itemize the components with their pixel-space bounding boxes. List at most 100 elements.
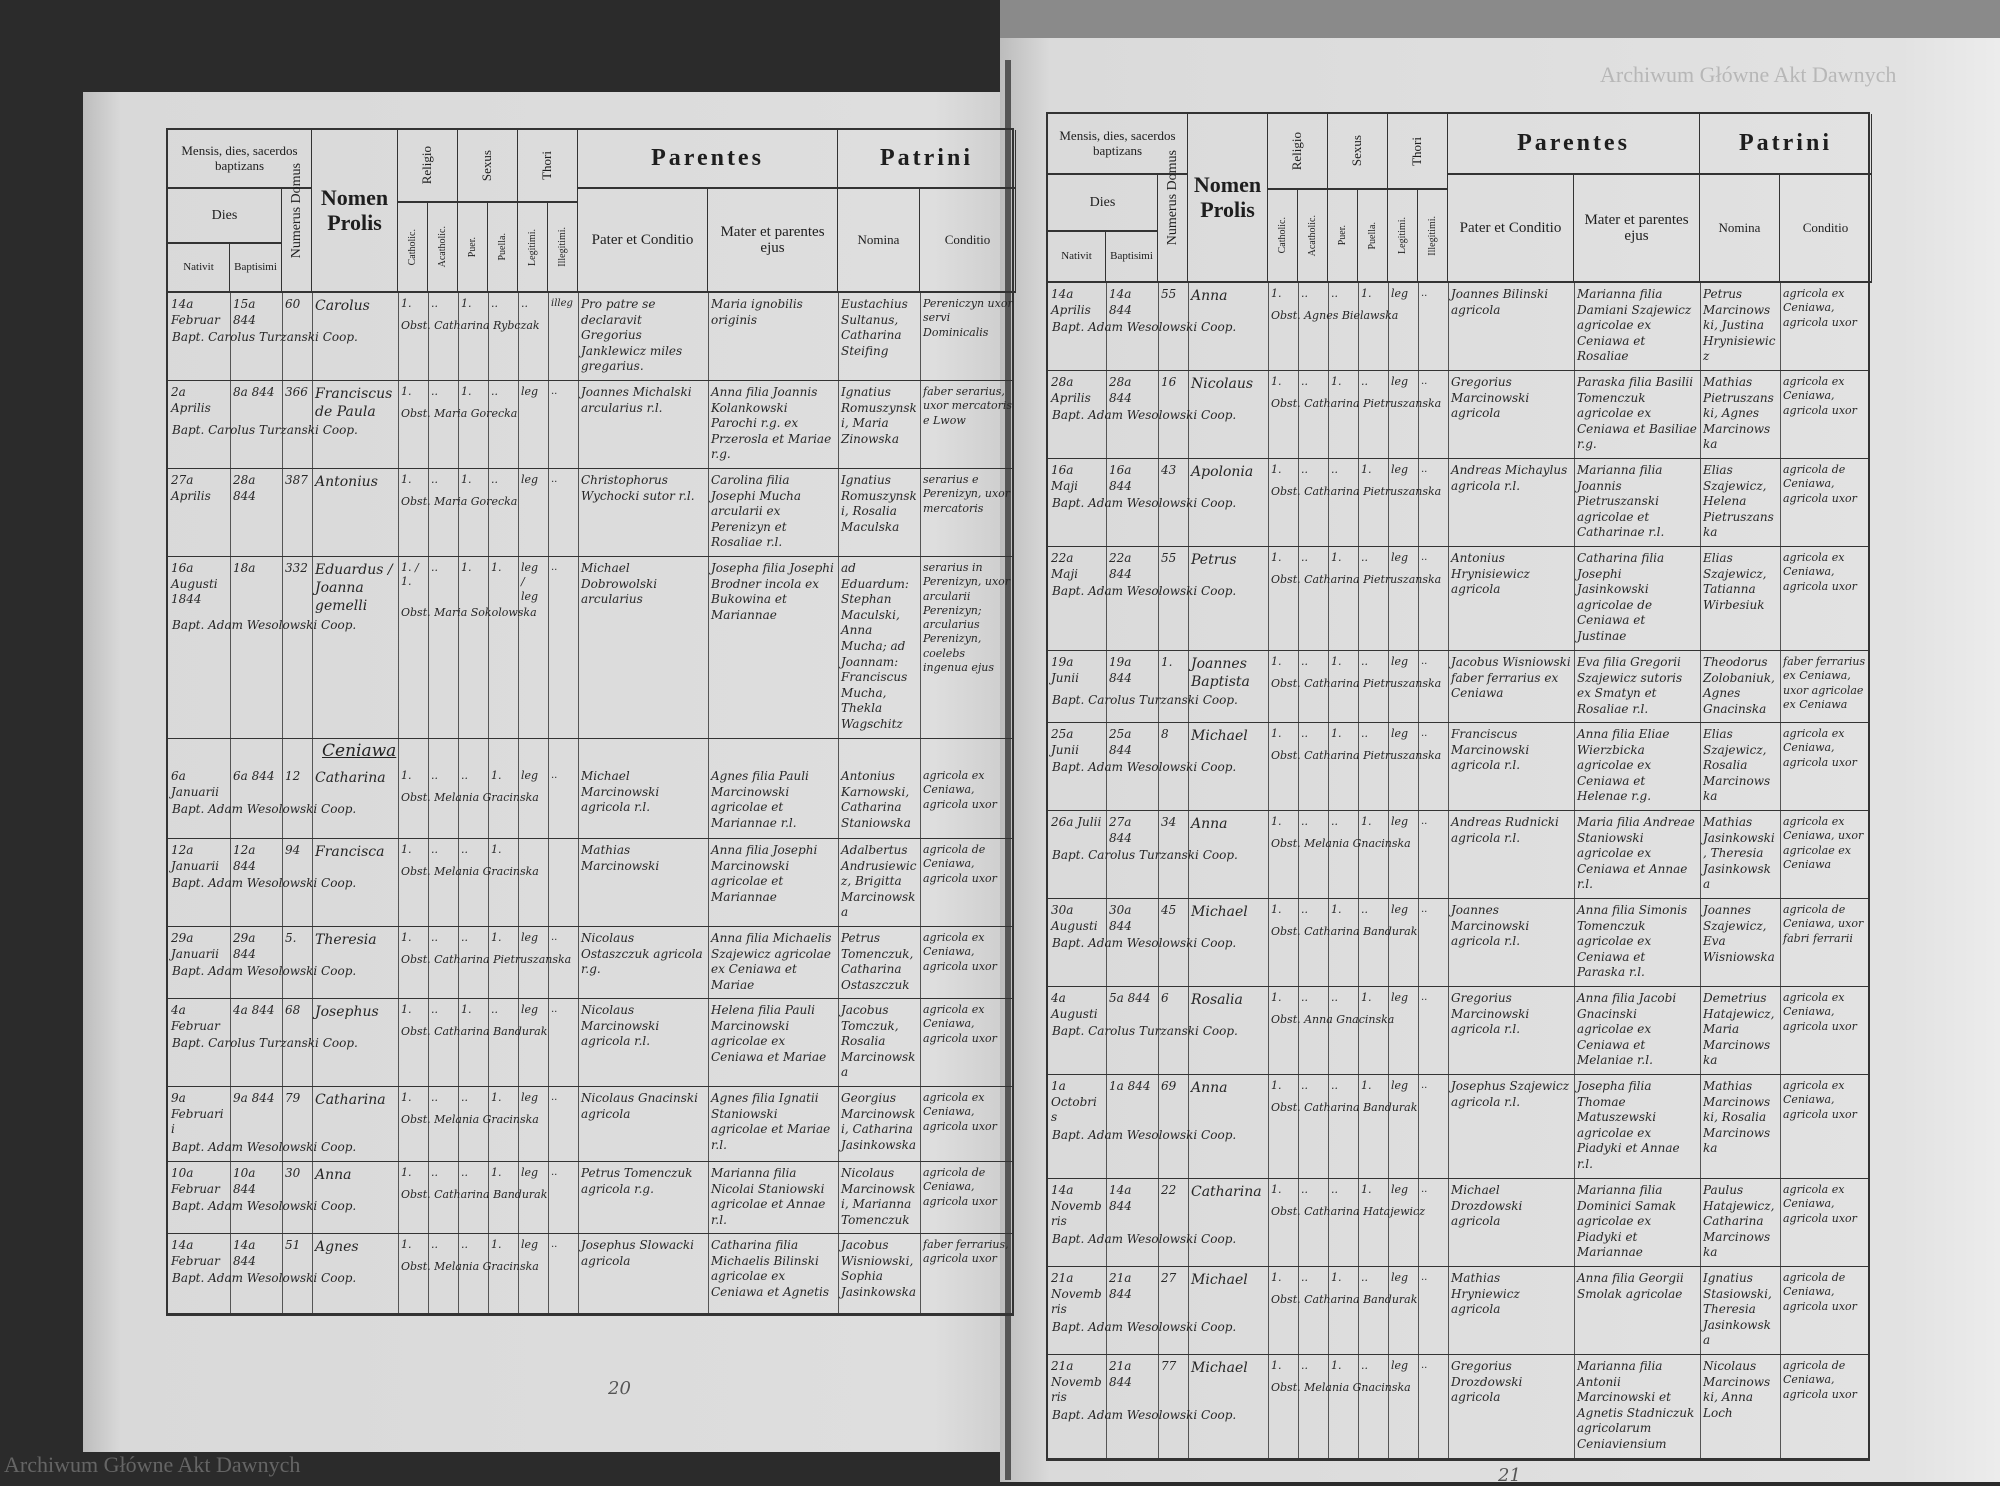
entry-nativit: 9a Februarii [171,1091,224,1137]
entry-pater: Joannes Marcinowski agricola r.l. [1451,903,1530,949]
entry-nativit: 14a Februar [171,1238,220,1268]
header-pater: Pater et Conditio [1448,175,1574,283]
entry-legitimi: leg [1391,727,1409,740]
entry-prolis: Michael [1191,1272,1248,1288]
entry-patrini: Jacobus Tomczuk, Rosalia Marcinowska [841,1003,916,1080]
entry-patrini: Jacobus Wisniowski, Sophia Jasinkowska [841,1238,917,1299]
entry-baptisimi: 14a 844 [233,1238,256,1268]
header-mensis-label: Mensis, dies, sacerdos baptizans [1059,128,1176,158]
register-entry-row: 19a Junii 19a 844 1. Joannes Baptista 1... 1.… [1048,651,1868,723]
entry-puer: .. [461,1238,468,1251]
entry-patrini: Mathias Marcinowski, Rosalia Marcinowska [1703,1079,1771,1156]
entry-obstetrix: Obst. Catharina Rybczak [401,319,540,332]
header-nomina: Nomina [838,189,920,293]
entry-puella: 1. [491,1091,502,1104]
entry-baptisimi: 30a 844 [1109,903,1132,933]
entry-mater: Marianna filia Antonii Marcinowski et Ag… [1577,1359,1695,1451]
entry-legitimi: leg [1391,375,1409,388]
entry-nativit: 14a Aprilis [1051,287,1091,317]
entry-pater: Michael Marcinowski agricola r.l. [581,769,660,815]
column-rule [1418,283,1419,1459]
header-puella: Puella. [1358,190,1388,283]
entry-nativit: 12a Januarii [171,843,219,873]
entry-domus: 43 [1161,463,1177,477]
entry-legitimi: leg [521,1238,539,1251]
entry-patrini: Mathias Pietruszanski, Agnes Marcinowska [1703,375,1774,452]
header-pater-label: Pater et Conditio [1459,219,1562,236]
entry-prolis: Eduardus / Joanna gemelli [315,562,393,615]
entry-conditio: agricola ex Ceniawa, agricola uxor [923,1003,997,1045]
entry-patrini: Eustachius Sultanus, Catharina Steifing [841,297,908,358]
entry-puer: 1. [1331,655,1342,668]
entry-conditio: agricola de Ceniawa, agricola uxor [1783,1271,1857,1313]
entry-baptisimi: 28a 844 [233,473,256,503]
entry-prolis: Franciscus de Paula [315,386,393,421]
entry-patrini: Antonius Karnowski, Catharina Staniowska [841,769,911,830]
entry-acatholic: .. [431,297,438,310]
entry-conditio: serarius e Perenizyn, uxor mercatoris [923,473,1011,515]
entry-acatholic: .. [431,385,438,398]
entry-domus: 30 [285,1166,301,1180]
entry-illegitimi: .. [1421,376,1428,387]
register-entry-row: 1a Octobris 1a 844 69 Anna 1..... 1. leg.. Jose… [1048,1075,1868,1179]
header-nomen-prolis-label: Nomen Prolis [320,185,389,235]
entry-acatholic: .. [431,1003,438,1016]
header-religio: Religio [398,130,458,203]
entry-baptizans: Bapt. Adam Wesolowski Coop. [172,802,357,816]
entry-conditio: faber ferrarius ex Ceniawa, uxor agricol… [1783,655,1866,711]
entry-conditio: agricola ex Ceniawa, agricola uxor [1783,991,1857,1033]
entry-prolis: Catharina [315,770,386,786]
header-thori: Thori [1388,114,1448,190]
entry-puer: .. [461,931,468,944]
entry-legitimi: leg [521,473,539,486]
entry-mater: Anna filia Eliae Wierzbicka agricolae ex… [1577,727,1670,804]
register-entry-row: 28a Aprilis 28a 844 16 Nicolaus 1... 1... leg.… [1048,371,1868,459]
entry-legitimi: leg [1391,991,1409,1004]
entry-patrini: Demetrius Hatajewicz, Maria Marcinowska [1703,991,1775,1068]
header-conditio-label: Conditio [1802,219,1849,235]
entry-domus: 94 [285,843,301,857]
entry-mater: Josepha filia Thomae Matuszewski agricol… [1577,1079,1680,1171]
entry-domus: 366 [285,385,308,399]
header-conditio: Conditio [920,189,1016,293]
entry-nativit: 21a Novembris [1051,1359,1102,1405]
entry-illegitimi: .. [1421,992,1428,1003]
entry-conditio: agricola de Ceniawa, agricola uxor [1783,1359,1857,1401]
entry-nativit: 16a Maji [1051,463,1078,493]
right-register-table: Mensis, dies, sacerdos baptizans Dies Nati… [1046,112,1872,1461]
header-legitimi-label: Legitimi. [527,228,538,266]
entry-puella: 1. [491,769,502,782]
entry-puella: .. [1361,727,1368,740]
entry-patrini: Ignatius Stasiowski, Theresia Jasinkowsk… [1703,1271,1772,1348]
header-parentes-label: Parentes [651,145,764,172]
archive-watermark-left: Archiwum Główne Akt Dawnych [4,1452,301,1477]
entry-puella: 1. [1361,463,1372,476]
entry-conditio: agricola de Ceniawa, agricola uxor [923,1166,997,1208]
entry-pater: Nicolaus Gnacinski agricola [581,1091,698,1121]
column-rule [1298,283,1299,1459]
header-numerus-domus-label: Numerus Domus [288,162,304,259]
header-mensis: Mensis, dies, sacerdos baptizans [168,130,312,189]
entry-mater: Maria ignobilis originis [711,297,803,327]
entry-domus: 332 [285,561,308,575]
entry-domus: 60 [285,297,301,311]
header-sexus-label: Sexus [1349,135,1365,167]
register-entry-row: 30a Augusti 30a 844 45 Michael 1... 1... leg..… [1048,899,1868,987]
header-nativit: Nativit [1048,232,1106,283]
entry-catholic: 1. [1271,655,1282,668]
entry-prolis: Antonius [315,474,378,490]
header-thori: Thori [518,130,578,203]
entry-illegitimi: .. [1421,728,1428,739]
entry-domus: 22 [1161,1183,1177,1197]
entry-prolis: Theresia [315,932,377,948]
entry-nativit: 4a Augusti [1051,991,1098,1021]
column-rule [230,293,231,1314]
entry-baptisimi: 8a 844 [233,385,275,399]
entry-pater: Franciscus Marcinowski agricola r.l. [1451,727,1530,773]
header-dies: Dies [1048,175,1158,232]
entry-baptisimi: 9a 844 [233,1091,275,1105]
header-thori-label: Thori [539,151,555,180]
header-nomina: Nomina [1700,175,1780,283]
entry-conditio: agricola ex Ceniawa, agricola uxor [923,1091,997,1133]
entry-conditio: agricola ex Ceniawa, agricola uxor [1783,287,1857,329]
